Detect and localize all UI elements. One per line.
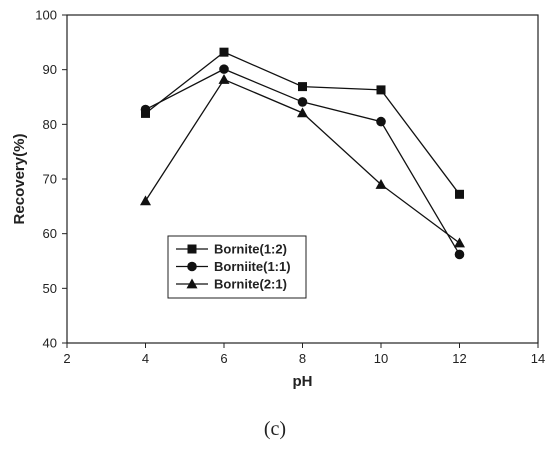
data-point xyxy=(219,47,229,57)
y-axis-title: Recovery(%) xyxy=(11,134,28,225)
x-tick-label: 2 xyxy=(63,351,70,366)
data-point xyxy=(219,64,229,74)
data-point xyxy=(454,249,465,260)
x-tick-label: 4 xyxy=(142,351,149,366)
x-tick-label: 10 xyxy=(374,351,388,366)
y-tick-label: 60 xyxy=(43,226,57,241)
legend-marker xyxy=(187,261,197,272)
data-point xyxy=(297,97,308,107)
y-tick-label: 90 xyxy=(43,62,57,77)
x-tick-label: 6 xyxy=(220,351,227,366)
axis-tick-labels: 2 4 6 8 10 12 14 40 50 60 70 80 90 100 xyxy=(35,8,545,367)
series-circle xyxy=(140,64,465,260)
data-point xyxy=(375,178,387,189)
series-triangle xyxy=(140,74,465,248)
data-point xyxy=(376,116,386,127)
y-tick-label: 50 xyxy=(43,281,57,296)
legend-label: Borniite(1:1) xyxy=(214,259,291,274)
data-point xyxy=(454,237,465,248)
y-tick-label: 100 xyxy=(35,8,57,23)
data-point xyxy=(376,85,386,95)
legend-marker xyxy=(187,244,197,254)
figure-caption: (c) xyxy=(263,418,287,440)
legend-label: Bornite(1:2) xyxy=(214,242,287,257)
legend-label: Bornite(2:1) xyxy=(214,277,287,292)
y-tick-label: 70 xyxy=(43,172,57,187)
x-tick-label: 14 xyxy=(531,351,545,366)
x-axis-title: pH xyxy=(293,373,313,390)
data-point xyxy=(298,82,307,92)
legend-item: Bornite(2:1) xyxy=(176,277,287,292)
data-point xyxy=(140,104,151,115)
legend-marker xyxy=(186,278,198,289)
series-square xyxy=(141,47,464,199)
data-point xyxy=(455,189,464,199)
y-tick-label: 40 xyxy=(43,336,57,351)
legend-item: Bornite(1:2) xyxy=(176,242,287,257)
series-line xyxy=(145,51,461,195)
data-point xyxy=(140,195,151,206)
series-line xyxy=(145,68,461,255)
data-point xyxy=(297,107,308,118)
data-series xyxy=(140,47,465,260)
legend: Bornite(1:2) Borniite(1:1) Bornite(2:1) xyxy=(167,235,307,299)
y-tick-label: 80 xyxy=(43,117,57,132)
legend-item: Borniite(1:1) xyxy=(176,259,291,274)
x-tick-label: 12 xyxy=(452,351,466,366)
x-tick-label: 8 xyxy=(299,351,306,366)
data-point xyxy=(218,74,230,84)
axis-ticks xyxy=(62,14,539,348)
